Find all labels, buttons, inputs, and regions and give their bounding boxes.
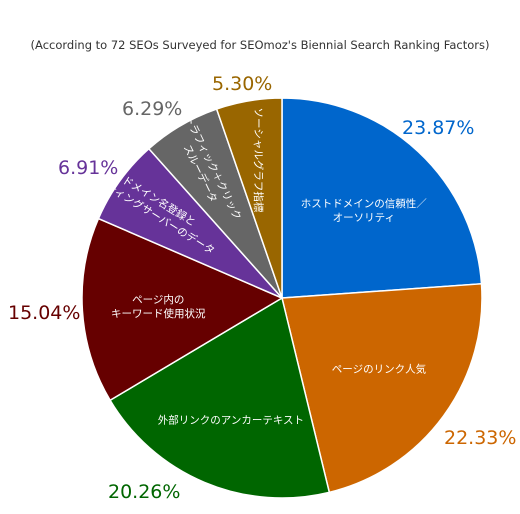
pie-slice	[281, 283, 483, 494]
pie-slice	[81, 217, 284, 402]
slice-value-label: 22.33%	[444, 427, 516, 449]
pie-slice	[281, 97, 483, 299]
slice-label-line: ページのリンク人気	[332, 363, 427, 376]
slice-label-line: ホストドメインの信頼性／	[301, 197, 427, 210]
slice-value-label: 23.87%	[402, 117, 474, 139]
slice-label-line: オーソリティ	[333, 212, 395, 224]
slice-value-label: 15.04%	[8, 302, 80, 324]
slice-label: ソーシャルグラフ指標	[252, 108, 265, 213]
slice-label: ホストドメインの信頼性／ オーソリティ	[301, 197, 427, 224]
pie-slice	[215, 97, 283, 299]
slice-label: ページのリンク人気	[332, 363, 427, 376]
slice-value-label: 5.30%	[212, 73, 272, 95]
slice-label-line: 外部リンクのアンカーテキスト	[158, 414, 304, 427]
slice-label-line: ソーシャルグラフ指標	[252, 108, 265, 213]
slice-label-line: ページ内の	[132, 293, 184, 306]
slice-label-line: キーワード使用状況	[111, 307, 206, 320]
slice-label: 外部リンクのアンカーテキスト	[158, 414, 304, 427]
slice-value-label: 6.91%	[58, 157, 118, 179]
slice-value-label: 6.29%	[122, 98, 182, 120]
chart-subtitle: (According to 72 SEOs Surveyed for SEOmo…	[30, 38, 490, 52]
pie-slice	[109, 296, 331, 499]
slice-value-label: 20.26%	[108, 481, 180, 503]
